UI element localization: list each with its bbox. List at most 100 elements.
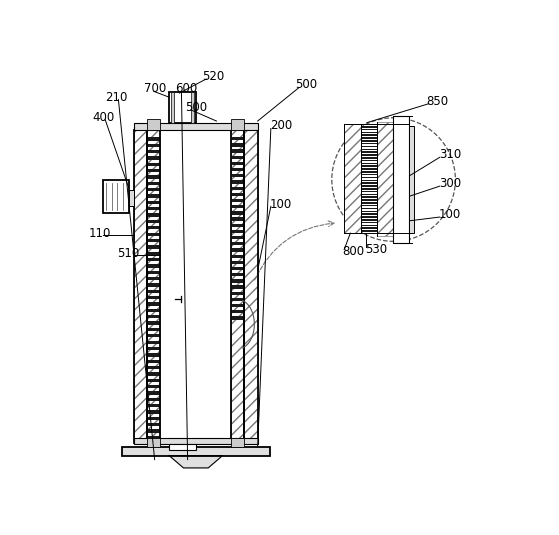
Bar: [148, 436, 160, 439]
Bar: [361, 177, 377, 178]
Bar: [231, 137, 244, 140]
Bar: [231, 199, 244, 202]
Text: 600: 600: [176, 82, 197, 95]
Bar: [148, 143, 160, 147]
Bar: [148, 366, 160, 369]
Bar: [231, 304, 244, 307]
Bar: [148, 360, 160, 363]
Bar: [361, 126, 377, 127]
Bar: [231, 193, 244, 196]
Bar: [361, 149, 377, 150]
Bar: [148, 239, 160, 242]
Bar: [361, 219, 377, 220]
Bar: [361, 216, 377, 218]
Bar: [148, 309, 160, 312]
Bar: [344, 124, 361, 233]
Bar: [148, 258, 160, 261]
Bar: [148, 277, 160, 280]
Bar: [231, 149, 244, 153]
Bar: [148, 163, 160, 166]
Text: 100: 100: [439, 208, 461, 221]
Bar: [231, 168, 244, 171]
Bar: [361, 211, 377, 212]
Bar: [361, 163, 377, 164]
Bar: [148, 302, 160, 305]
Text: 530: 530: [365, 243, 387, 256]
Bar: [231, 248, 244, 251]
Bar: [148, 417, 160, 420]
Bar: [231, 310, 244, 314]
Bar: [148, 347, 160, 350]
Bar: [147, 130, 160, 443]
Polygon shape: [169, 456, 222, 468]
Bar: [231, 174, 244, 178]
Bar: [148, 175, 160, 179]
Bar: [361, 225, 377, 226]
Text: 210: 210: [105, 90, 127, 104]
Bar: [148, 385, 160, 388]
Bar: [148, 169, 160, 172]
Bar: [231, 162, 244, 165]
Bar: [148, 201, 160, 204]
Bar: [361, 143, 377, 144]
Bar: [148, 410, 160, 414]
Text: 100: 100: [270, 198, 292, 211]
Bar: [361, 200, 377, 201]
Bar: [244, 130, 258, 443]
Bar: [148, 226, 160, 230]
Bar: [160, 130, 231, 443]
Bar: [361, 169, 377, 170]
Bar: [148, 271, 160, 274]
Bar: [361, 202, 377, 204]
Bar: [231, 156, 244, 159]
Bar: [361, 196, 377, 198]
Bar: [361, 182, 377, 184]
Bar: [169, 444, 196, 450]
Text: 510: 510: [117, 247, 140, 260]
Bar: [148, 188, 160, 192]
Bar: [231, 285, 244, 289]
Bar: [377, 122, 393, 236]
Bar: [148, 353, 160, 356]
Bar: [148, 182, 160, 185]
Bar: [361, 146, 377, 147]
Text: 400: 400: [93, 111, 115, 124]
Bar: [170, 92, 174, 123]
Bar: [361, 213, 377, 215]
Text: 200: 200: [270, 119, 292, 133]
Bar: [361, 208, 377, 209]
Bar: [231, 130, 244, 443]
Bar: [361, 160, 377, 162]
Bar: [129, 190, 134, 207]
Bar: [147, 119, 160, 130]
Bar: [231, 261, 244, 264]
Bar: [148, 264, 160, 268]
Text: 850: 850: [427, 95, 449, 108]
Bar: [148, 156, 160, 159]
Text: 520: 520: [202, 70, 224, 83]
Bar: [148, 322, 160, 325]
Bar: [231, 438, 244, 447]
Bar: [361, 129, 377, 131]
Bar: [231, 211, 244, 215]
Bar: [231, 205, 244, 209]
Bar: [361, 134, 377, 136]
Bar: [148, 379, 160, 382]
Bar: [148, 404, 160, 407]
Bar: [361, 151, 377, 153]
Bar: [148, 340, 160, 344]
Bar: [361, 194, 377, 195]
Bar: [361, 185, 377, 187]
Bar: [148, 194, 160, 198]
Bar: [231, 316, 244, 319]
Bar: [361, 227, 377, 229]
Text: 500: 500: [295, 78, 317, 91]
Bar: [148, 423, 160, 426]
Bar: [361, 222, 377, 224]
Bar: [231, 236, 244, 239]
Bar: [148, 315, 160, 318]
Bar: [134, 123, 258, 130]
Bar: [231, 180, 244, 184]
Bar: [361, 165, 377, 167]
Bar: [361, 205, 377, 207]
